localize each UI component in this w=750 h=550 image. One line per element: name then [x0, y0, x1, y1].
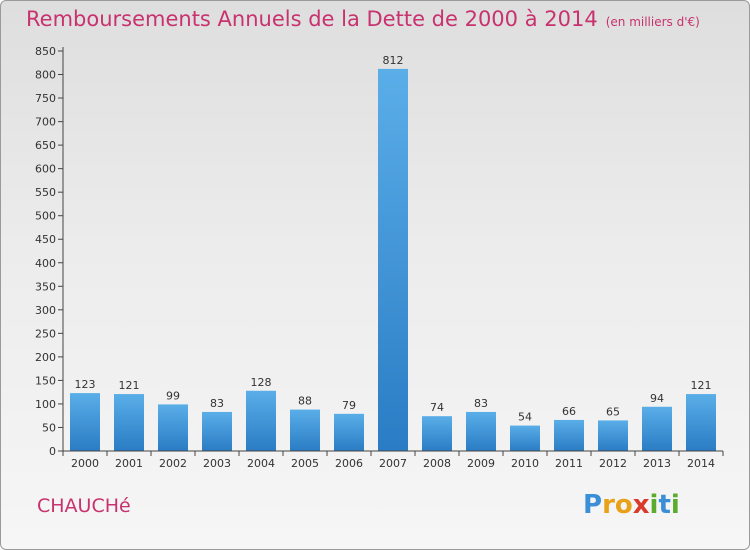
y-tick-label: 100 — [35, 398, 56, 411]
y-tick-label: 200 — [35, 351, 56, 364]
bar — [642, 406, 672, 451]
x-tick-label: 2001 — [115, 457, 143, 470]
bar — [378, 68, 408, 451]
data-label: 128 — [251, 376, 272, 389]
title-unit: (en milliers d'€) — [605, 15, 700, 29]
data-label: 121 — [119, 379, 140, 392]
logo-letter: o — [614, 490, 633, 520]
y-tick-label: 650 — [35, 139, 56, 152]
logo-letter: x — [632, 490, 650, 520]
x-tick-label: 2012 — [599, 457, 627, 470]
bar — [290, 409, 320, 451]
data-label: 88 — [298, 395, 312, 408]
y-tick-label: 50 — [42, 421, 56, 434]
bar — [686, 394, 716, 451]
x-tick-label: 2014 — [687, 457, 715, 470]
data-label: 123 — [75, 378, 96, 391]
data-label: 83 — [474, 397, 488, 410]
y-tick-label: 600 — [35, 163, 56, 176]
bar — [554, 419, 584, 451]
x-tick-label: 2003 — [203, 457, 231, 470]
y-tick-label: 450 — [35, 233, 56, 246]
y-tick-label: 150 — [35, 374, 56, 387]
bar — [510, 425, 540, 451]
x-tick-label: 2006 — [335, 457, 363, 470]
y-tick-label: 350 — [35, 280, 56, 293]
logo-letter: i — [649, 490, 659, 520]
x-tick-label: 2004 — [247, 457, 275, 470]
x-tick-label: 2007 — [379, 457, 407, 470]
data-label: 66 — [562, 405, 576, 418]
logo-letter: P — [583, 490, 603, 520]
y-tick-label: 550 — [35, 186, 56, 199]
data-label: 94 — [650, 392, 664, 405]
x-tick-label: 2008 — [423, 457, 451, 470]
x-tick-label: 2013 — [643, 457, 671, 470]
commune-name: CHAUCHé — [37, 495, 131, 517]
y-tick-label: 400 — [35, 257, 56, 270]
data-label: 65 — [606, 405, 620, 418]
bar — [70, 393, 100, 451]
chart-title: Remboursements Annuels de la Dette de 20… — [26, 7, 700, 31]
y-tick-label: 0 — [49, 445, 56, 458]
y-tick-label: 850 — [35, 45, 56, 58]
logo-letter: i — [670, 490, 680, 520]
x-tick-label: 2011 — [555, 457, 583, 470]
x-tick-label: 2002 — [159, 457, 187, 470]
data-label: 74 — [430, 401, 444, 414]
bar — [466, 411, 496, 451]
x-tick-label: 2005 — [291, 457, 319, 470]
data-label: 83 — [210, 397, 224, 410]
data-label: 79 — [342, 399, 356, 412]
x-tick-label: 2000 — [71, 457, 99, 470]
data-label: 121 — [691, 379, 712, 392]
bar — [598, 420, 628, 451]
y-tick-label: 250 — [35, 327, 56, 340]
bar — [334, 413, 364, 451]
y-tick-label: 750 — [35, 92, 56, 105]
data-label: 54 — [518, 411, 532, 424]
y-tick-label: 700 — [35, 116, 56, 129]
bar — [246, 390, 276, 451]
data-label: 99 — [166, 389, 180, 402]
bar — [202, 411, 232, 451]
y-tick-label: 800 — [35, 69, 56, 82]
title-text: Remboursements Annuels de la Dette de 20… — [26, 7, 598, 31]
y-tick-label: 500 — [35, 210, 56, 223]
logo-letter: r — [602, 490, 615, 520]
proxiti-logo: Proxiti — [583, 490, 680, 520]
x-tick-label: 2009 — [467, 457, 495, 470]
logo-letter: t — [658, 490, 671, 520]
bar — [158, 404, 188, 451]
data-label: 812 — [383, 54, 404, 67]
bar — [422, 416, 452, 451]
x-tick-label: 2010 — [511, 457, 539, 470]
y-tick-label: 300 — [35, 304, 56, 317]
bar — [114, 394, 144, 451]
